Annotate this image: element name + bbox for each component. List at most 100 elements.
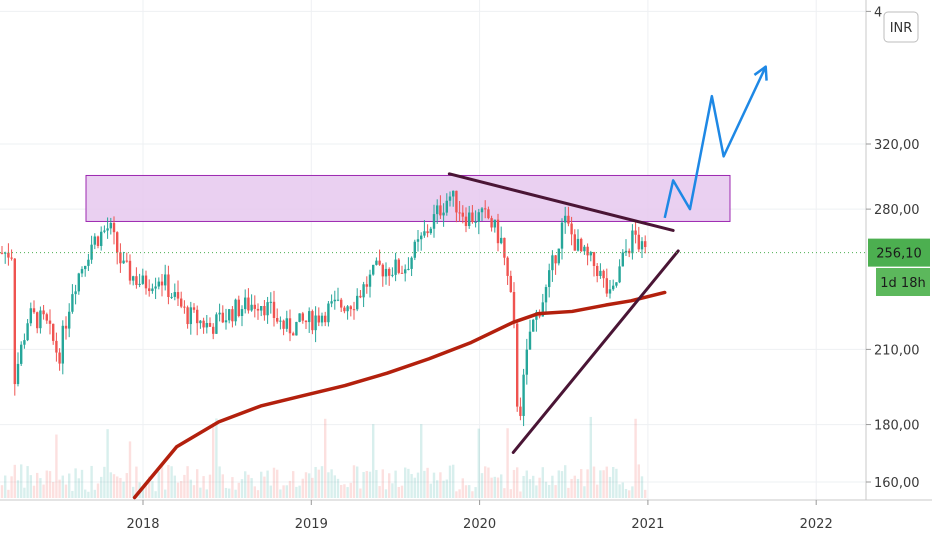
candle-body: [212, 326, 215, 334]
volume-bar: [388, 473, 391, 498]
candle-body: [362, 284, 365, 298]
volume-bar: [237, 482, 240, 498]
candle-body: [141, 275, 144, 284]
volume-bar: [538, 477, 541, 498]
candle-body: [608, 289, 612, 294]
currency-badge[interactable]: INR: [883, 11, 919, 43]
volume-bar: [397, 486, 400, 498]
volume-bar: [615, 468, 618, 498]
candle-body: [55, 340, 58, 353]
resistance-zone: [85, 174, 731, 222]
volume-bar: [365, 470, 368, 498]
trendlines: [447, 172, 680, 454]
candle-body: [519, 406, 522, 416]
candle-body: [45, 314, 48, 321]
volume-bar: [234, 489, 237, 498]
candle-body: [170, 296, 173, 298]
candle-body: [541, 302, 544, 317]
candle-body: [480, 208, 484, 213]
candle-body: [452, 190, 455, 197]
volume-bar: [32, 485, 36, 498]
volume-bar: [218, 466, 221, 498]
volume-bar: [359, 488, 362, 498]
volume-bar: [186, 466, 189, 498]
volume-bar: [154, 491, 157, 498]
candle-body: [20, 344, 23, 364]
x-tick-label: 2020: [463, 517, 496, 532]
volume-bar: [116, 476, 119, 498]
price-axis[interactable]: 160,00 180,00 210,00 280,00 320,00 4: [866, 5, 920, 491]
candle-body: [215, 314, 218, 334]
volume-bar: [570, 478, 573, 498]
candle-body: [522, 374, 525, 416]
volume-bar: [576, 478, 580, 498]
volume-bar: [420, 424, 423, 498]
candle-body: [295, 321, 298, 336]
volume-bar: [644, 489, 647, 498]
volume-bar: [640, 476, 644, 498]
volume-bar: [58, 479, 61, 498]
volume-bar: [39, 478, 42, 498]
volume-bar: [250, 478, 253, 498]
y-tick-label: 4: [874, 5, 882, 20]
moving-average-line: [132, 290, 667, 500]
candle-body: [42, 310, 45, 315]
volume-bar: [292, 471, 295, 498]
candle-body: [298, 313, 301, 322]
candle-body: [378, 260, 381, 265]
candle-body: [244, 297, 247, 310]
candle-body: [157, 281, 160, 287]
volume-bar: [112, 474, 116, 498]
candle-body: [151, 288, 154, 292]
volume-bar: [324, 418, 327, 498]
time-axis[interactable]: 2018 2019 2020 2021 2022: [126, 500, 833, 532]
candle-body: [343, 307, 346, 312]
candle-body: [375, 260, 378, 265]
candle-body: [349, 306, 352, 310]
volume-bar: [493, 476, 496, 498]
volume-bar: [394, 470, 397, 498]
candle-body: [455, 190, 458, 213]
volume-bar: [208, 474, 212, 498]
volume-bar: [285, 485, 288, 498]
candle-body: [413, 241, 416, 258]
candle-body: [29, 308, 32, 324]
candle-body: [279, 320, 282, 322]
candle-body: [128, 260, 132, 281]
candle-body: [176, 292, 180, 299]
volume-bar: [503, 488, 506, 498]
candle-body: [602, 270, 605, 279]
candle-body: [116, 232, 119, 253]
candle-body: [474, 221, 477, 223]
candle-body: [186, 307, 189, 325]
volume-bar: [589, 416, 592, 498]
candle-body: [119, 252, 122, 264]
volume-bar: [372, 424, 375, 498]
volume-bar: [90, 465, 93, 498]
candle-body: [253, 304, 256, 309]
candle-body: [532, 319, 535, 332]
candle-body: [340, 299, 343, 308]
volume-bar: [445, 479, 448, 498]
volume-bar: [42, 484, 45, 498]
candle-body: [87, 259, 90, 266]
candle-body: [266, 302, 269, 316]
volume-bar: [608, 476, 612, 498]
candle-body: [282, 320, 285, 329]
volume-bar: [496, 477, 500, 498]
volume-bar: [132, 486, 135, 498]
candle-body: [458, 212, 461, 214]
volume-bar: [468, 485, 471, 498]
candle-body: [100, 231, 103, 246]
volume-bar: [349, 482, 352, 498]
candle-body: [615, 282, 618, 286]
candle-body: [103, 230, 106, 232]
candle-body: [205, 322, 208, 328]
volume-bar: [362, 472, 365, 498]
volume-bar: [260, 471, 263, 498]
candle-body: [167, 274, 170, 298]
volume-bar: [567, 487, 570, 498]
volume-bar: [164, 489, 167, 498]
